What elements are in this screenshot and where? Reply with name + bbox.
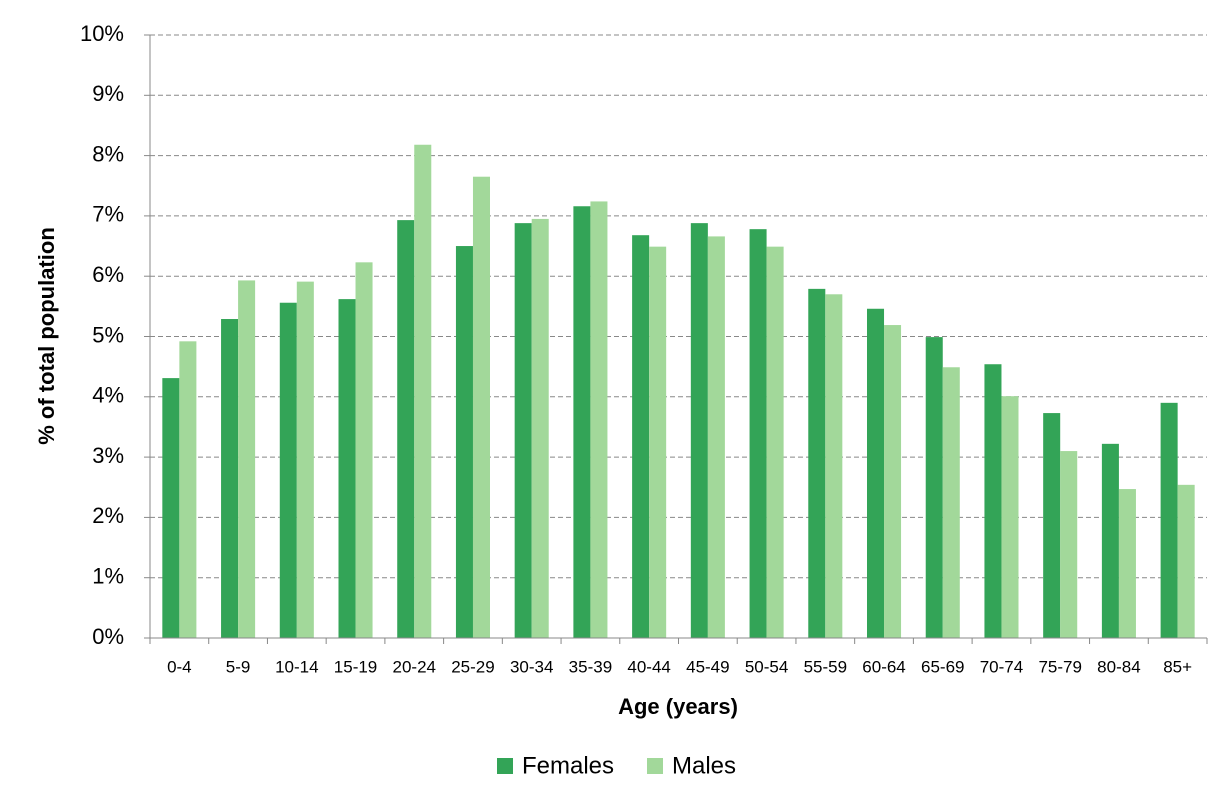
bar	[279, 302, 297, 638]
bar	[590, 201, 608, 639]
bar	[338, 299, 356, 638]
x-tick-label: 35-39	[569, 657, 612, 676]
bar	[707, 236, 725, 639]
x-tick-label: 50-54	[745, 657, 788, 676]
bar	[221, 319, 239, 638]
bar	[1101, 443, 1119, 638]
y-tick-label: 6%	[92, 262, 124, 287]
legend-label: Males	[672, 752, 736, 779]
bar	[355, 262, 373, 638]
legend-label: Females	[522, 752, 614, 779]
y-tick-label: 3%	[92, 443, 124, 468]
x-tick-label: 5-9	[226, 657, 251, 676]
bar	[162, 378, 180, 638]
bar	[866, 308, 885, 638]
bar	[472, 176, 491, 638]
bar	[1160, 402, 1178, 638]
x-tick-label: 45-49	[686, 657, 729, 676]
y-tick-label: 7%	[92, 202, 124, 227]
y-axis-title: % of total population	[34, 227, 59, 445]
x-tick-label: 25-29	[451, 657, 494, 676]
x-tick-label: 85+	[1163, 657, 1192, 676]
bar	[573, 206, 591, 638]
y-tick-label: 10%	[80, 21, 124, 46]
bar	[942, 367, 960, 638]
bar	[925, 337, 943, 638]
y-tick-label: 9%	[92, 81, 124, 106]
y-tick-label: 4%	[92, 383, 124, 408]
x-tick-label: 40-44	[627, 657, 670, 676]
x-tick-label: 20-24	[393, 657, 436, 676]
bar	[649, 246, 667, 638]
bar	[1043, 413, 1061, 638]
y-tick-label: 8%	[92, 141, 124, 166]
bar	[179, 341, 197, 638]
x-tick-label: 75-79	[1038, 657, 1081, 676]
bar	[984, 364, 1002, 638]
y-tick-label: 2%	[92, 503, 124, 528]
x-axis-title: Age (years)	[618, 694, 738, 719]
x-tick-label: 10-14	[275, 657, 318, 676]
bar	[1177, 484, 1195, 638]
bar	[1001, 396, 1019, 638]
bar	[296, 281, 314, 638]
bar	[397, 220, 415, 638]
x-tick-label: 70-74	[980, 657, 1023, 676]
bar	[1060, 451, 1078, 638]
bar	[1118, 489, 1136, 638]
bar	[514, 223, 532, 639]
bar	[238, 280, 256, 638]
x-tick-label: 30-34	[510, 657, 553, 676]
legend-swatch	[497, 758, 513, 774]
bar	[825, 294, 843, 638]
x-tick-label: 55-59	[804, 657, 847, 676]
bar	[808, 288, 826, 638]
bar	[690, 223, 708, 639]
y-tick-label: 5%	[92, 322, 124, 347]
bar	[766, 246, 784, 638]
x-tick-label: 0-4	[167, 657, 192, 676]
legend-swatch	[647, 758, 663, 774]
x-tick-label: 80-84	[1097, 657, 1140, 676]
x-tick-label: 15-19	[334, 657, 377, 676]
y-tick-label: 1%	[92, 564, 124, 589]
x-tick-label: 60-64	[862, 657, 905, 676]
bar	[414, 144, 432, 638]
bar	[632, 235, 650, 639]
bar	[749, 229, 767, 638]
y-tick-label: 0%	[92, 624, 124, 649]
bar	[531, 218, 549, 639]
x-tick-label: 65-69	[921, 657, 964, 676]
bar	[455, 246, 473, 639]
bar	[884, 325, 902, 638]
